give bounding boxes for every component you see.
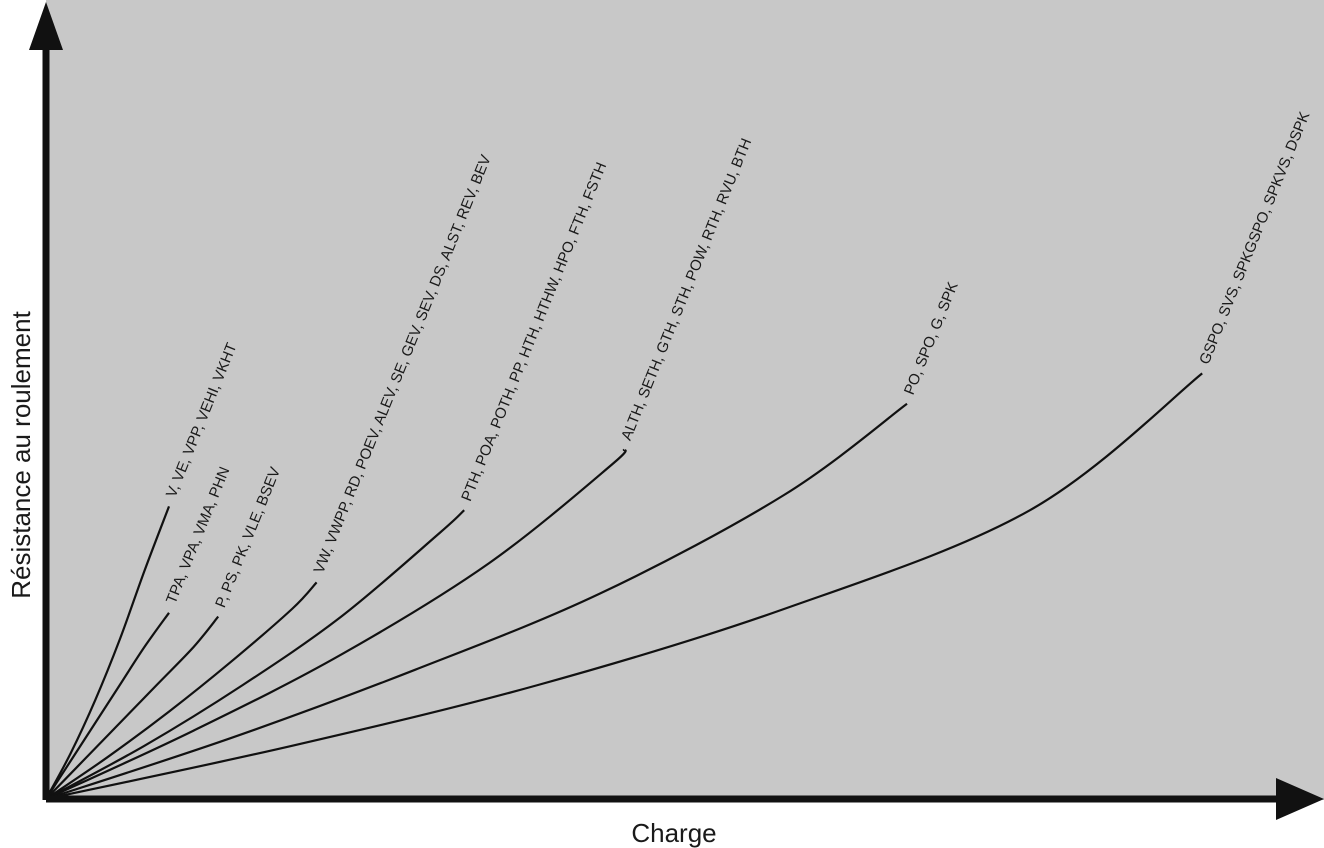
curves-group (45, 372, 1203, 801)
plot-area (46, 0, 1324, 800)
y-axis-title: Résistance au roulement (6, 310, 36, 598)
y-axis-arrow (29, 2, 63, 50)
x-axis-arrow (1276, 778, 1324, 820)
axes-group (29, 2, 1324, 820)
curve-1 (45, 506, 171, 800)
curve-8 (45, 372, 1203, 801)
curve-5 (45, 509, 465, 800)
curve-2 (45, 612, 170, 800)
curve-3 (45, 615, 220, 800)
curve-7 (45, 402, 908, 801)
curve-4 (45, 581, 318, 800)
x-axis-title: Charge (631, 818, 716, 848)
curve-6 (45, 448, 627, 800)
